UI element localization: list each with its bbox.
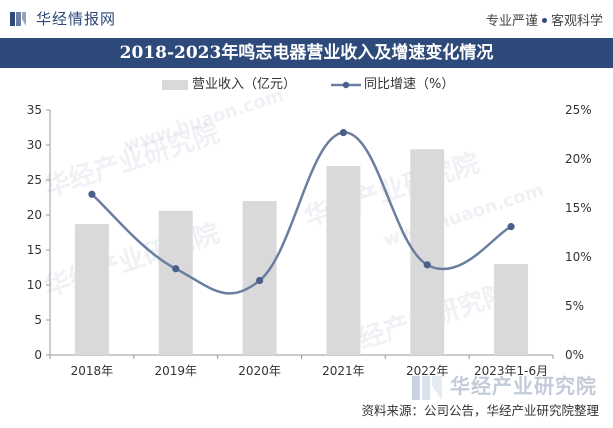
growth-point [88,190,96,198]
revenue-bar [74,224,109,355]
legend-label-growth: 同比增速（%） [364,77,455,92]
x-tick-label: 2019年 [154,364,197,378]
legend-item-revenue: 营业收入（亿元） [162,76,322,94]
footer-brand: 华经产业研究院 [450,374,597,398]
x-tick-label: 2018年 [71,364,114,378]
slogan-left: 专业严谨 [485,14,538,29]
y-left-tick-label: 25 [27,173,42,187]
slogan: 专业严谨 客观科学 [486,10,603,29]
growth-point [339,128,348,137]
slogan-dot [541,18,547,23]
y-left-tick-label: 5 [34,313,42,327]
footer-logo-icon [412,376,442,400]
y-left-tick-label: 15 [27,243,42,257]
y-left-tick-label: 35 [27,103,42,117]
brand-logo-icon [10,12,26,26]
y-right-tick-label: 25% [565,103,592,117]
slogan-right: 客观科学 [550,14,603,29]
revenue-bar [494,264,529,355]
y-left-tick-label: 0 [34,348,42,362]
x-tick-label: 2022年 [406,364,449,378]
legend-label-revenue: 营业收入（亿元） [192,77,297,92]
growth-point [423,261,431,269]
growth-point [172,265,180,273]
growth-point [255,276,264,285]
y-right-tick-label: 20% [565,152,592,166]
y-left-tick-label: 20 [27,208,42,222]
y-right-tick-label: 15% [565,201,592,215]
x-tick-label: 2021年 [322,364,365,378]
growth-point [507,223,515,231]
chart-legend: 营业收入（亿元） 同比增速（%） [0,74,613,96]
x-tick-label: 2020年 [238,364,281,378]
y-left-tick-label: 10 [27,278,42,292]
source-note: 资料来源：公司公告，华经产业研究院整理 [361,403,599,418]
legend-swatch-line [331,81,361,89]
revenue-bar [410,149,445,355]
y-left-tick-label: 30 [27,138,42,152]
growth-line [91,131,512,295]
legend-item-growth: 同比增速（%） [330,76,480,94]
x-tick-label: 2023年1-6月 [474,364,548,378]
y-right-tick-label: 0% [565,348,584,362]
site-name: 华经情报网 [36,10,117,28]
y-right-tick-label: 10% [565,250,592,264]
y-right-tick-label: 5% [565,299,584,313]
revenue-bar [326,166,361,355]
revenue-bar [158,210,193,355]
legend-swatch-bar [162,80,188,90]
chart-title: 2018-2023年鸣志电器营业收入及增速变化情况 [0,38,613,68]
top-bar: 华经情报网 专业严谨 客观科学 [0,0,613,36]
